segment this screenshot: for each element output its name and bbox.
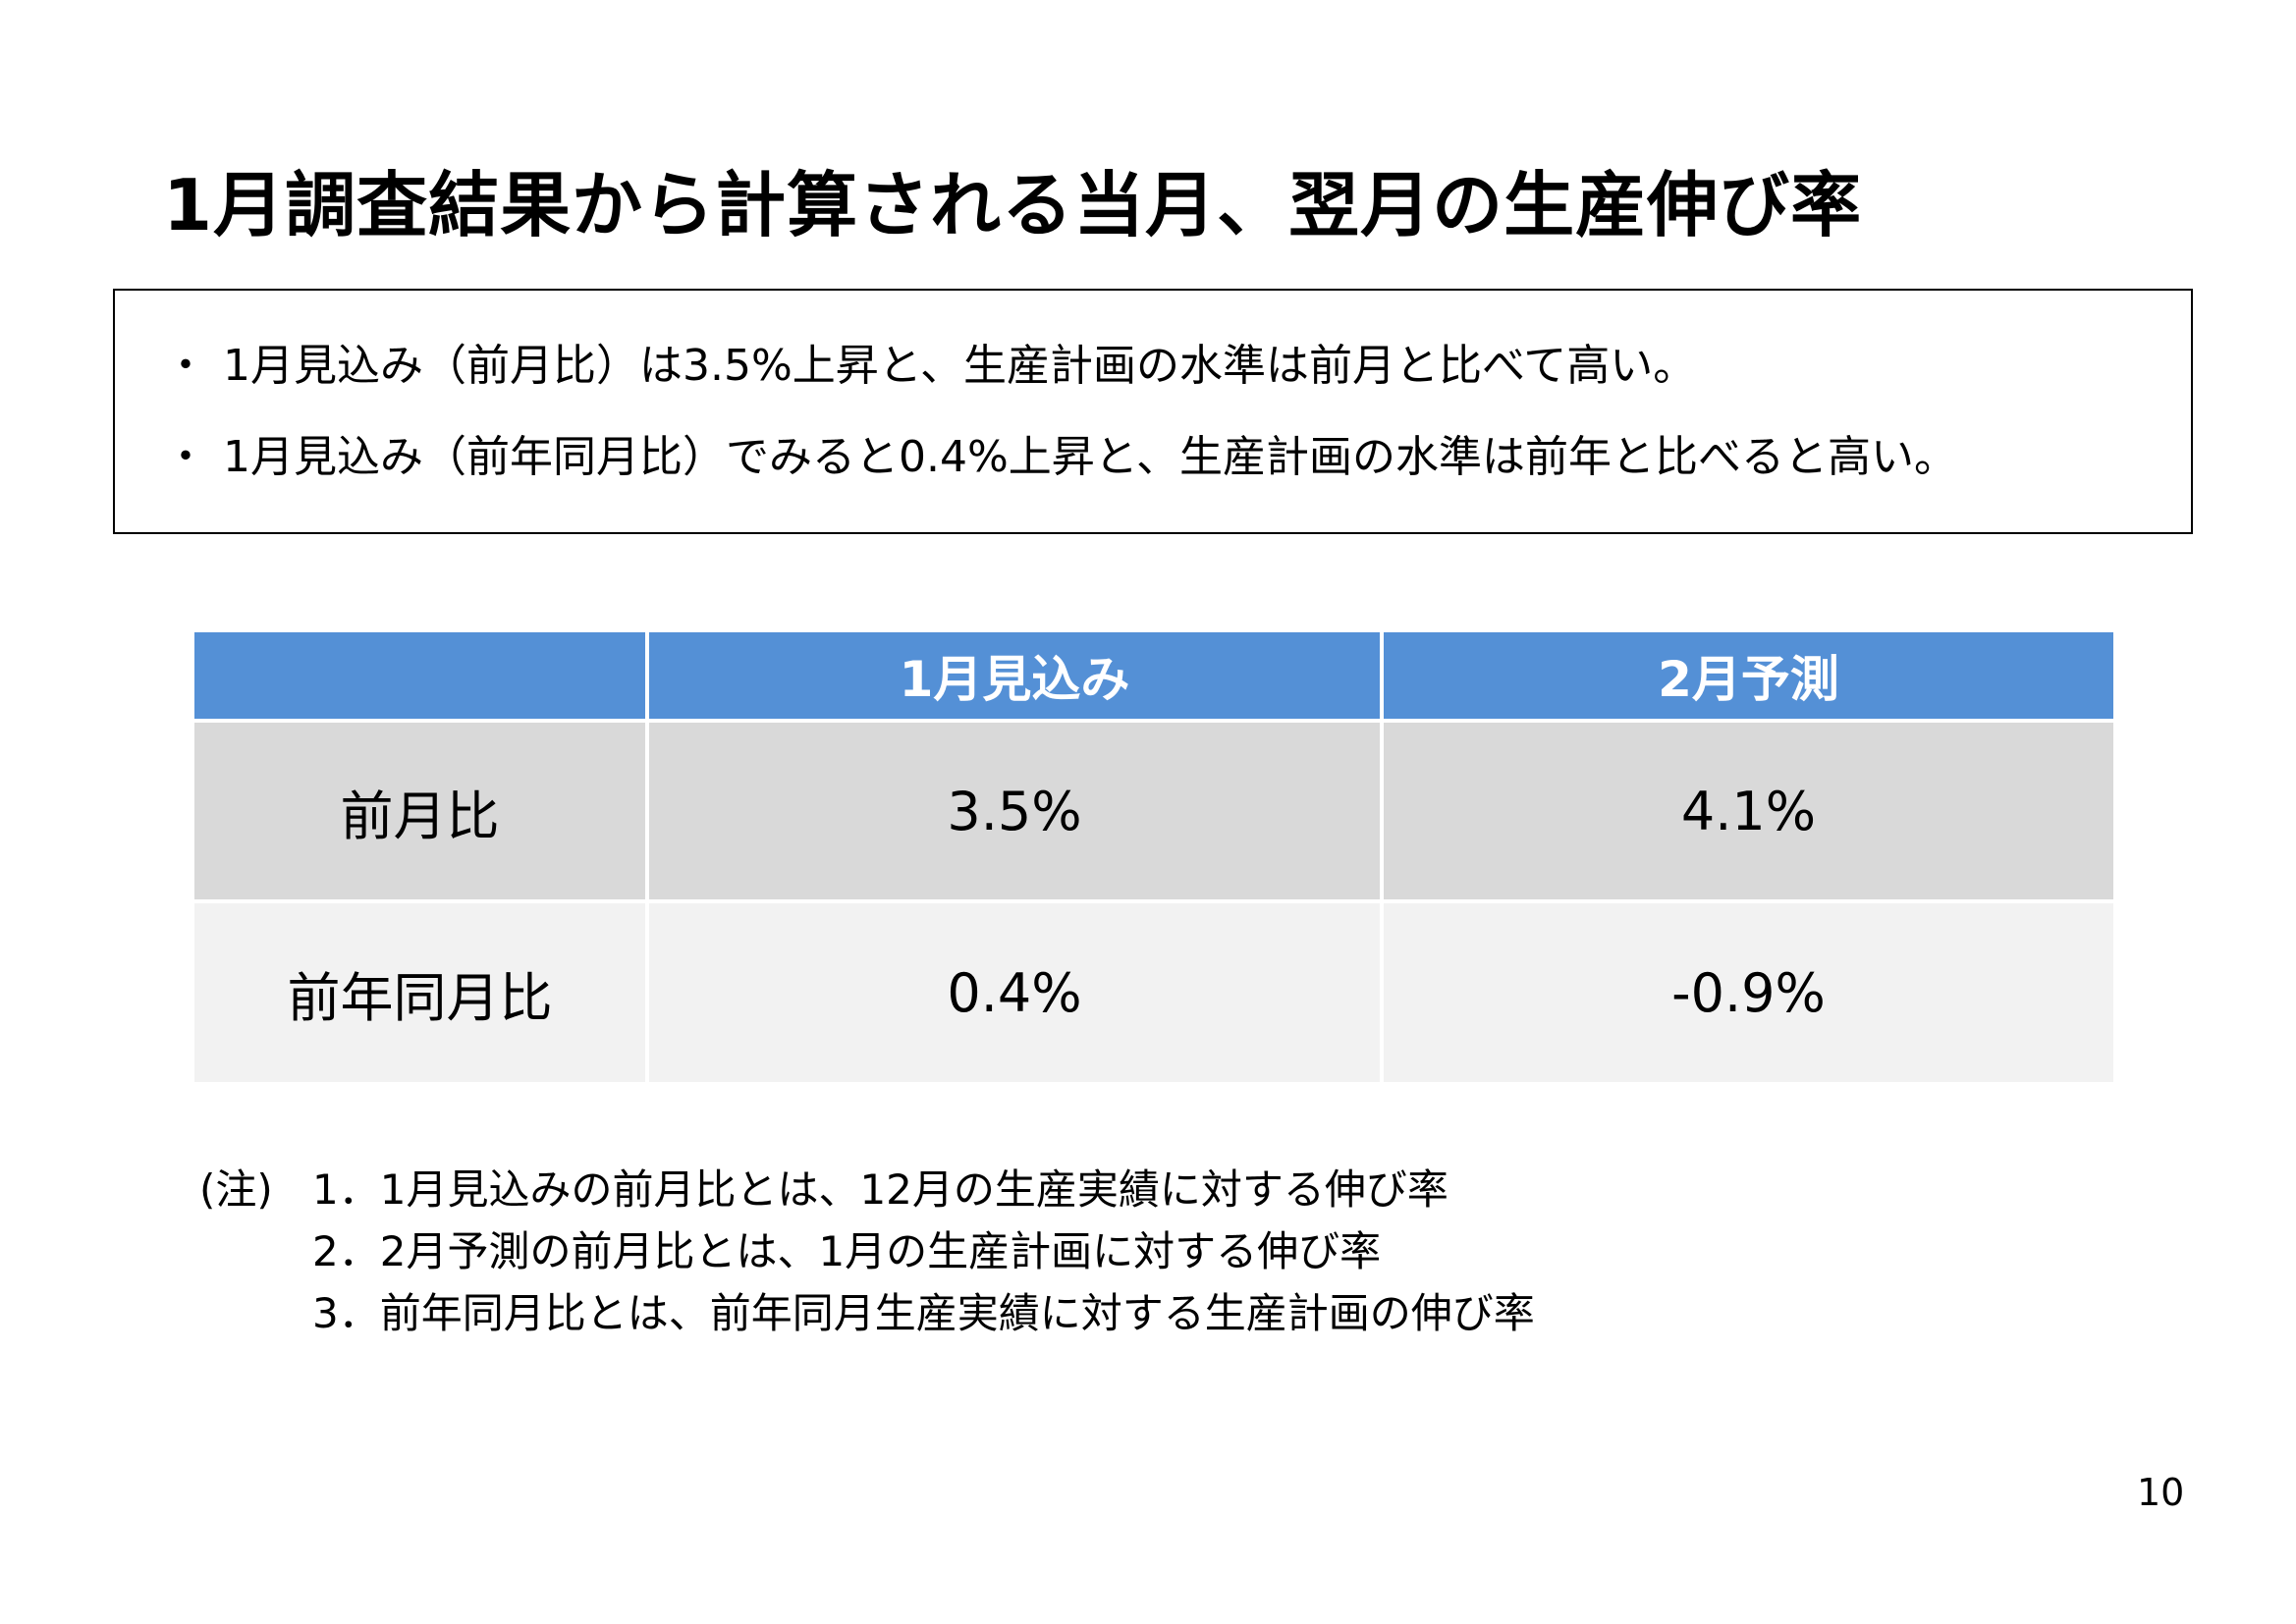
summary-bullet: ・ 1月見込み（前年同月比）でみると0.4%上昇と、生産計画の水準は前年と比べると… <box>164 421 1957 484</box>
table-cell: -0.9% <box>1380 899 2117 1086</box>
summary-bullet: ・ 1月見込み（前月比）は3.5%上昇と、生産計画の水準は前月と比べて高い。 <box>164 330 1696 393</box>
header-cell-empty <box>191 628 649 723</box>
page-title: 1月調査結果から計算される当月、翌月の生産伸び率 <box>163 164 1863 246</box>
bullet-icon: ・ <box>164 341 207 391</box>
row-label: 前月比 <box>191 719 649 903</box>
table-row: 前月比 3.5% 4.1% <box>191 719 2117 903</box>
note-item: 2．2月予測の前月比とは、1月の生産計画に対する伸び率 <box>199 1220 1535 1282</box>
header-cell-january: 1月見込み <box>645 628 1384 723</box>
notes-label: (注) <box>199 1165 273 1214</box>
growth-rate-table: 1月見込み 2月予測 前月比 3.5% 4.1% 前年同月比 0.4% -0.9… <box>191 628 2117 1086</box>
note-text: 3．前年同月比とは、前年同月生産実績に対する生産計画の伸び率 <box>312 1289 1535 1337</box>
row-label: 前年同月比 <box>191 899 649 1086</box>
page-number: 10 <box>2137 1471 2185 1514</box>
table-header-row: 1月見込み 2月予測 <box>191 628 2117 723</box>
table-cell: 4.1% <box>1380 719 2117 903</box>
note-item: (注) 1．1月見込みの前月比とは、12月の生産実績に対する伸び率 <box>199 1159 1535 1220</box>
summary-box: ・ 1月見込み（前月比）は3.5%上昇と、生産計画の水準は前月と比べて高い。 ・ 1… <box>113 289 2193 534</box>
bullet-icon: ・ <box>164 432 207 482</box>
table-cell: 0.4% <box>645 899 1384 1086</box>
bullet-text: 1月見込み（前月比）は3.5%上昇と、生産計画の水準は前月と比べて高い。 <box>223 341 1697 391</box>
note-item: 3．前年同月比とは、前年同月生産実績に対する生産計画の伸び率 <box>199 1282 1535 1344</box>
note-text: 2．2月予測の前月比とは、1月の生産計画に対する伸び率 <box>312 1227 1382 1275</box>
note-text: 1．1月見込みの前月比とは、12月の生産実績に対する伸び率 <box>312 1165 1449 1214</box>
header-cell-february: 2月予測 <box>1380 628 2117 723</box>
bullet-text: 1月見込み（前年同月比）でみると0.4%上昇と、生産計画の水準は前年と比べると高… <box>223 432 1958 482</box>
table-row: 前年同月比 0.4% -0.9% <box>191 899 2117 1086</box>
notes: (注) 1．1月見込みの前月比とは、12月の生産実績に対する伸び率 2．2月予測の… <box>199 1159 1535 1344</box>
table-cell: 3.5% <box>645 719 1384 903</box>
